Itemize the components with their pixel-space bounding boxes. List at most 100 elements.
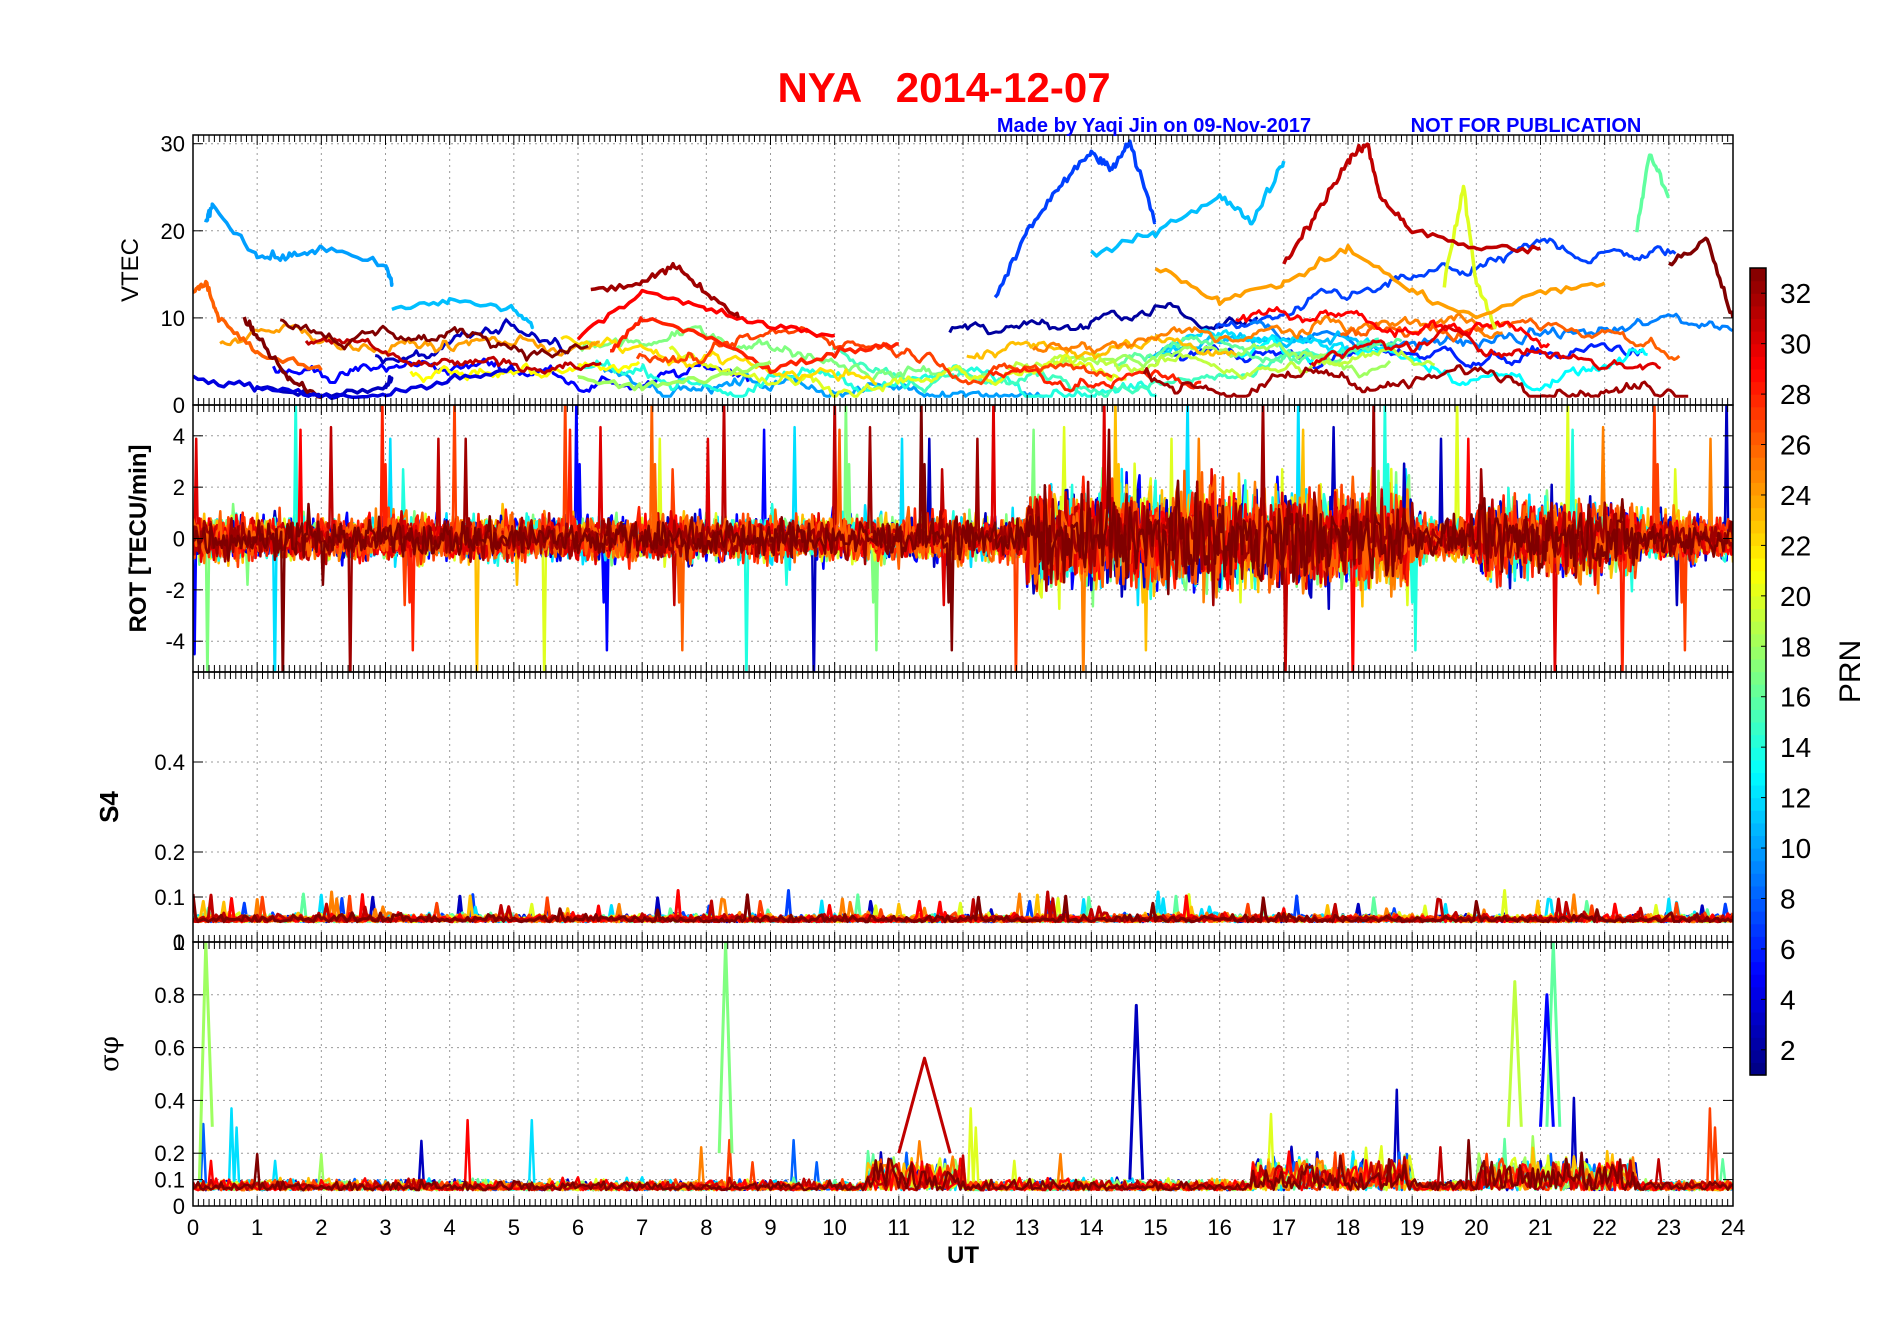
- colorbar-tick-label: 16: [1780, 682, 1811, 713]
- x-tick-label: 2: [315, 1215, 327, 1240]
- vtec-trace-prn-31: [1282, 142, 1542, 265]
- sigma_phi-ytick-label: 0.2: [154, 1141, 185, 1166]
- s4-ytick-label: 0: [173, 930, 185, 955]
- vtec-trace-prn-24: [219, 323, 600, 357]
- x-tick-label: 1: [251, 1215, 263, 1240]
- colorbar-segment: [1750, 457, 1766, 471]
- vtec-ytick-label: 20: [161, 219, 185, 244]
- x-tick-label: 17: [1272, 1215, 1296, 1240]
- colorbar-segment: [1750, 1011, 1766, 1026]
- x-tick-label: 13: [1015, 1215, 1039, 1240]
- x-tick-label: 6: [572, 1215, 584, 1240]
- rot-ytick-label: -2: [165, 578, 185, 603]
- colorbar-segment: [1750, 406, 1766, 420]
- colorbar-tick-label: 18: [1780, 631, 1811, 662]
- colorbar-segment: [1750, 280, 1766, 294]
- vtec-trace-prn-28: [610, 316, 899, 375]
- vtec-trace-prn-29: [576, 288, 836, 341]
- x-tick-label: 15: [1143, 1215, 1167, 1240]
- colorbar-segment: [1750, 810, 1766, 824]
- rot-series-group: [193, 405, 1733, 672]
- colorbar-segment: [1750, 545, 1766, 559]
- colorbar-segment: [1750, 911, 1766, 925]
- colorbar-tick-label: 12: [1780, 783, 1811, 814]
- colorbar-segment: [1750, 709, 1766, 723]
- colorbar-segment: [1750, 520, 1766, 534]
- colorbar-segment: [1750, 318, 1766, 332]
- sigma_phi-series-group: [193, 942, 1733, 1192]
- sigma_phi-ytick-label: 0.6: [154, 1036, 185, 1061]
- vtec-trace-prn-23: [966, 334, 1238, 360]
- colorbar-segment: [1750, 734, 1766, 748]
- vtec-ytick-label: 0: [173, 393, 185, 418]
- sigma_phi-trace-prn-17: [717, 942, 734, 1154]
- colorbar-segment: [1750, 394, 1766, 408]
- s4-ytick-label: 0.2: [154, 840, 185, 865]
- vtec-axis-label: VTEC: [117, 238, 144, 302]
- vtec-trace-prn-3: [374, 318, 569, 365]
- colorbar-segment: [1750, 343, 1766, 357]
- vtec-trace-prn-10: [204, 202, 394, 287]
- vtec-trace-prn-21: [409, 360, 641, 384]
- colorbar-segment: [1750, 570, 1766, 584]
- colorbar-segment: [1750, 431, 1766, 446]
- colorbar-segment: [1750, 873, 1766, 887]
- vtec-trace-prn-33: [242, 316, 323, 399]
- colorbar-segment: [1750, 848, 1766, 862]
- colorbar-segment: [1750, 1062, 1766, 1076]
- colorbar-segment: [1750, 772, 1766, 786]
- colorbar-segment: [1750, 381, 1766, 395]
- chart-subtitle-notice: NOT FOR PUBLICATION: [1411, 115, 1642, 137]
- colorbar-tick-label: 32: [1780, 278, 1811, 309]
- colorbar-segment: [1750, 860, 1766, 874]
- x-tick-label: 21: [1528, 1215, 1552, 1240]
- s4-ytick-label: 0.4: [154, 750, 185, 775]
- colorbar-segment: [1750, 797, 1766, 811]
- vtec-trace-prn-9: [1249, 312, 1733, 353]
- vtec-trace-prn-2: [948, 301, 1259, 336]
- colorbar-label: PRN: [1834, 640, 1867, 703]
- colorbar-segment: [1750, 646, 1766, 660]
- x-tick-label: 18: [1336, 1215, 1360, 1240]
- colorbar-tick-label: 14: [1780, 732, 1811, 763]
- vtec-trace-prn-18: [1050, 341, 1392, 379]
- rot-ytick-label: 2: [173, 475, 185, 500]
- colorbar-segment: [1750, 608, 1766, 622]
- vtec-trace-prn-31: [304, 336, 602, 375]
- rot-axis-label: ROT [TECU/min]: [125, 445, 152, 633]
- colorbar-segment: [1750, 684, 1766, 698]
- colorbar-tick-label: 4: [1780, 984, 1796, 1015]
- x-tick-label: 24: [1721, 1215, 1745, 1240]
- rot-ytick-label: 4: [173, 424, 185, 449]
- colorbar-tick-label: 26: [1780, 430, 1811, 461]
- colorbar-segment: [1750, 444, 1766, 458]
- colorbar-segment: [1750, 532, 1766, 547]
- colorbar-segment: [1750, 784, 1766, 799]
- x-tick-label: 5: [508, 1215, 520, 1240]
- x-axis-label: UT: [947, 1242, 979, 1269]
- x-tick-label: 0: [187, 1215, 199, 1240]
- colorbar-segment: [1750, 999, 1766, 1013]
- colorbar-segment: [1750, 936, 1766, 950]
- colorbar-segment: [1750, 759, 1766, 773]
- vtec-trace-prn-16: [1113, 335, 1403, 367]
- x-tick-label: 10: [822, 1215, 846, 1240]
- sigma-phi-axis-label: σφ: [95, 1036, 125, 1072]
- colorbar-tick-label: 6: [1780, 934, 1796, 965]
- rot-trace-prn-33: [193, 405, 1733, 672]
- sigma_phi-trace-prn-3: [1128, 1003, 1145, 1180]
- colorbar-segment: [1750, 469, 1766, 483]
- colorbar-segment: [1750, 558, 1766, 572]
- sigma_phi-trace-prn-33: [193, 1138, 1733, 1192]
- vtec-trace-prn-11: [391, 296, 535, 330]
- colorbar-segment: [1750, 305, 1766, 320]
- sigma_phi-ytick-label: 0: [173, 1194, 185, 1219]
- colorbar-segment: [1750, 835, 1766, 849]
- colorbar-segment: [1750, 356, 1766, 370]
- colorbar-segment: [1750, 1024, 1766, 1038]
- colorbar-segment: [1750, 747, 1766, 761]
- vtec-trace-prn-32: [590, 261, 741, 319]
- chart-subtitle-author: Made by Yaqi Jin on 09-Nov-2017: [997, 115, 1311, 137]
- colorbar-tick-label: 8: [1780, 883, 1796, 914]
